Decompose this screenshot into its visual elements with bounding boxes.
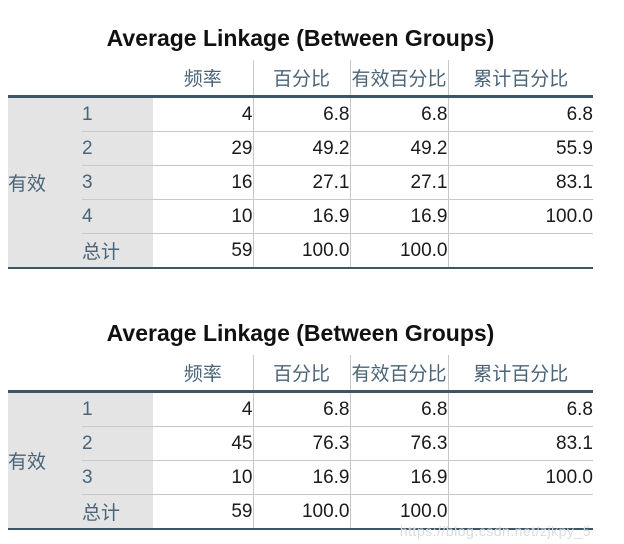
data-cell bbox=[447, 233, 593, 268]
data-cell: 49.2 bbox=[252, 131, 350, 166]
output-viewer: Average Linkage (Between Groups) 频率 百分比 … bbox=[0, 26, 624, 530]
data-cell: 27.1 bbox=[349, 165, 448, 200]
data-cell: 100.0 bbox=[447, 199, 593, 234]
data-cell bbox=[447, 494, 593, 529]
data-cell: 59 bbox=[153, 233, 253, 268]
frequency-table-section-2: Average Linkage (Between Groups) 频率 百分比 … bbox=[0, 321, 624, 530]
data-cell: 10 bbox=[153, 460, 253, 495]
data-cell: 83.1 bbox=[447, 426, 593, 461]
col-header-cumulative-percent: 累计百分比 bbox=[447, 60, 593, 98]
data-cell: 83.1 bbox=[447, 165, 593, 200]
table-row: 有效 1 4 6.8 6.8 6.8 bbox=[8, 391, 593, 529]
data-cell: 6.8 bbox=[447, 391, 593, 427]
frequency-table-section-1: Average Linkage (Between Groups) 频率 百分比 … bbox=[0, 26, 624, 269]
table-row: 2 29 49.2 49.2 55.9 bbox=[8, 131, 593, 166]
row-label: 4 bbox=[82, 199, 153, 234]
table-total-row: 总计 59 100.0 100.0 bbox=[8, 233, 593, 268]
stub-header-valid: 有效 bbox=[8, 391, 82, 529]
corner-cell bbox=[8, 355, 153, 393]
data-cell: 76.3 bbox=[252, 426, 350, 461]
row-label: 3 bbox=[82, 165, 153, 200]
table-row: 4 10 16.9 16.9 100.0 bbox=[8, 199, 593, 234]
data-cell: 100.0 bbox=[349, 494, 448, 529]
row-label: 2 bbox=[82, 426, 153, 461]
row-label: 2 bbox=[82, 131, 153, 166]
data-cell: 27.1 bbox=[252, 165, 350, 200]
data-cell: 49.2 bbox=[349, 131, 448, 166]
data-cell: 55.9 bbox=[447, 131, 593, 166]
data-cell: 16.9 bbox=[252, 199, 350, 234]
frequency-table-1: 频率 百分比 有效百分比 累计百分比 有效 1 4 6.8 6.8 6.8 2 bbox=[8, 60, 593, 269]
col-header-cumulative-percent: 累计百分比 bbox=[447, 355, 593, 393]
table-row: 2 45 76.3 76.3 83.1 bbox=[8, 426, 593, 461]
corner-cell bbox=[8, 60, 153, 98]
row-label: 3 bbox=[82, 460, 153, 495]
data-cell: 16.9 bbox=[349, 460, 448, 495]
data-cell: 6.8 bbox=[252, 391, 350, 427]
table-total-row: 总计 59 100.0 100.0 bbox=[8, 494, 593, 529]
data-cell: 76.3 bbox=[349, 426, 448, 461]
col-header-frequency: 频率 bbox=[153, 60, 253, 98]
row-label: 1 bbox=[82, 96, 153, 132]
data-cell: 16 bbox=[153, 165, 253, 200]
data-cell: 45 bbox=[153, 426, 253, 461]
data-cell: 100.0 bbox=[252, 494, 350, 529]
data-cell: 16.9 bbox=[252, 460, 350, 495]
data-cell: 6.8 bbox=[349, 391, 448, 427]
csdn-watermark: https://blog.csdn.net/zjkpy_5 bbox=[399, 523, 591, 539]
col-header-valid-percent: 有效百分比 bbox=[349, 355, 448, 393]
header-row: 频率 百分比 有效百分比 累计百分比 bbox=[8, 355, 593, 393]
frequency-table-2: 频率 百分比 有效百分比 累计百分比 有效 1 4 6.8 6.8 6.8 2 bbox=[8, 355, 593, 530]
col-header-percent: 百分比 bbox=[252, 355, 350, 393]
data-cell: 59 bbox=[153, 494, 253, 529]
header-row: 频率 百分比 有效百分比 累计百分比 bbox=[8, 60, 593, 98]
data-cell: 100.0 bbox=[252, 233, 350, 268]
data-cell: 16.9 bbox=[349, 199, 448, 234]
data-cell: 29 bbox=[153, 131, 253, 166]
stub-header-valid: 有效 bbox=[8, 96, 82, 268]
col-header-percent: 百分比 bbox=[252, 60, 350, 98]
data-cell: 4 bbox=[153, 391, 253, 427]
col-header-frequency: 频率 bbox=[153, 355, 253, 393]
data-cell: 6.8 bbox=[349, 96, 448, 132]
data-cell: 100.0 bbox=[349, 233, 448, 268]
total-row-label: 总计 bbox=[82, 494, 153, 529]
table-row: 3 10 16.9 16.9 100.0 bbox=[8, 460, 593, 495]
data-cell: 6.8 bbox=[447, 96, 593, 132]
table-title: Average Linkage (Between Groups) bbox=[106, 320, 495, 346]
data-cell: 100.0 bbox=[447, 460, 593, 495]
table-row: 有效 1 4 6.8 6.8 6.8 bbox=[8, 96, 593, 268]
row-label: 1 bbox=[82, 391, 153, 427]
table-row: 3 16 27.1 27.1 83.1 bbox=[8, 165, 593, 200]
table-title: Average Linkage (Between Groups) bbox=[106, 25, 495, 51]
data-cell: 4 bbox=[153, 96, 253, 132]
total-row-label: 总计 bbox=[82, 233, 153, 268]
col-header-valid-percent: 有效百分比 bbox=[349, 60, 448, 98]
data-cell: 6.8 bbox=[252, 96, 350, 132]
data-cell: 10 bbox=[153, 199, 253, 234]
